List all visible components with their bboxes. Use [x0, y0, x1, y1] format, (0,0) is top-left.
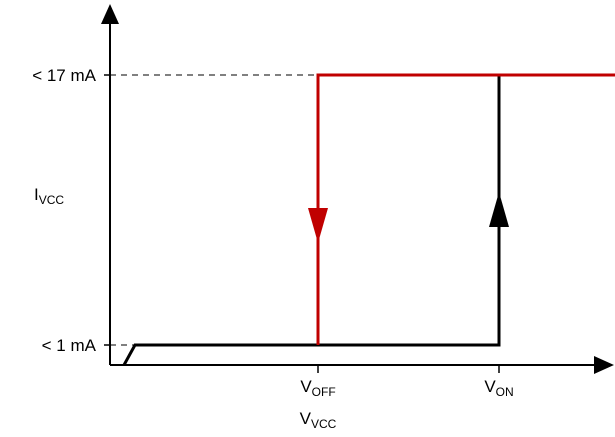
level-high-label: < 17 mA [32, 66, 96, 85]
x-axis-arrow [594, 356, 614, 374]
y-axis-arrow [101, 4, 119, 24]
v-off-label-main: V [300, 377, 312, 396]
x-axis-label-sub: VCC [311, 417, 337, 431]
v-on-label-main: V [484, 377, 496, 396]
v-on-label: VON [484, 377, 513, 399]
y-axis-label: IVCC [34, 185, 64, 207]
y-axis-label-sub: VCC [39, 193, 65, 207]
x-axis-label: VVCC [300, 409, 337, 431]
x-axis-label-main: V [300, 409, 312, 428]
v-off-label: VOFF [300, 377, 335, 399]
v-on-label-sub: ON [496, 385, 514, 399]
level-low-label: < 1 mA [42, 336, 97, 355]
turn-off-path [316, 73, 615, 345]
y-axis-label-main: I [34, 185, 39, 204]
v-off-label-sub: OFF [312, 385, 336, 399]
turn-on-arrow [489, 192, 509, 227]
turn-off-arrow [308, 208, 328, 243]
